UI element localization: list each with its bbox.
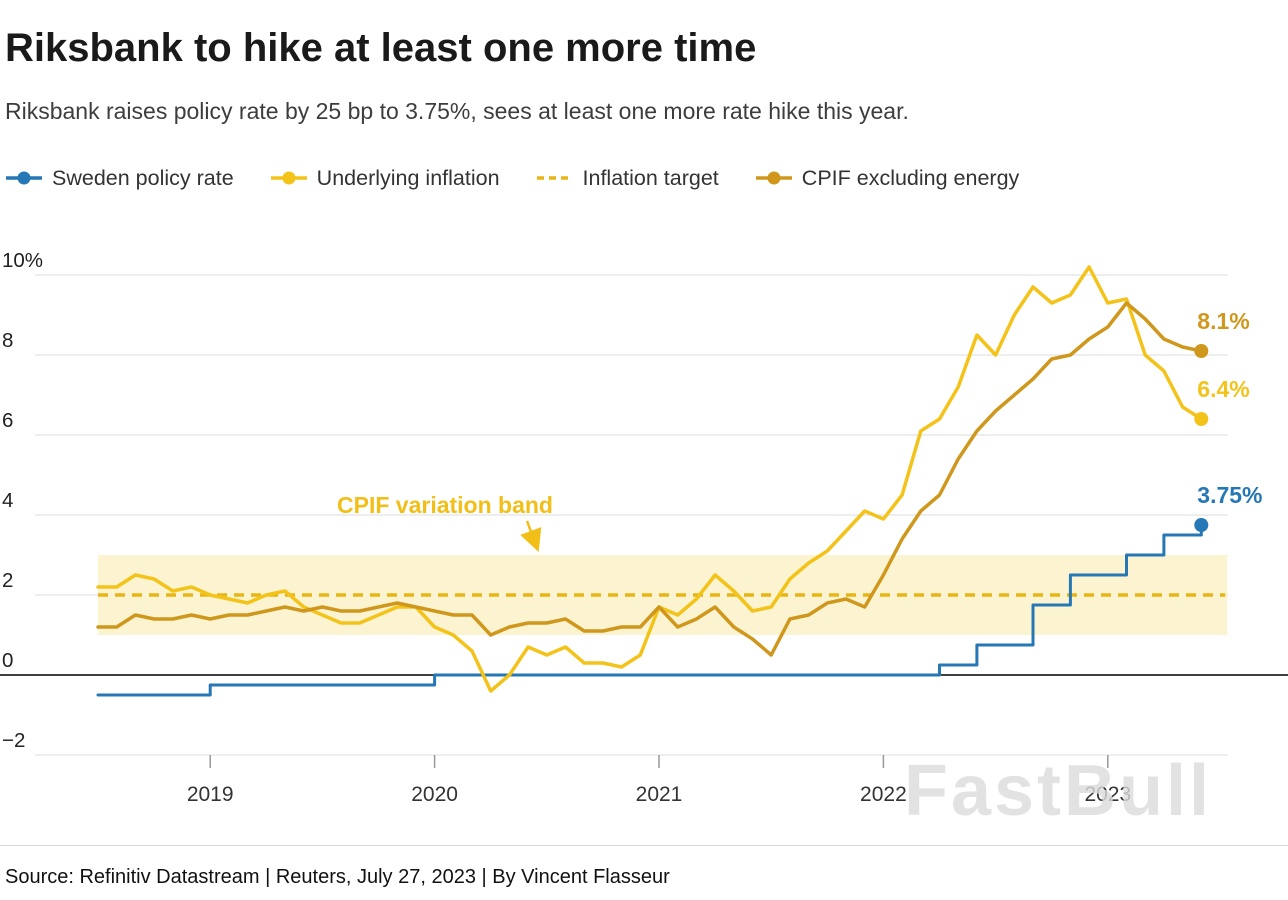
legend-label: CPIF excluding energy bbox=[801, 165, 1020, 190]
series-end-label-cpif-excluding-energy: 8.1% bbox=[1197, 308, 1249, 334]
band-annotation-arrow bbox=[520, 520, 542, 552]
source-footer: Source: Refinitiv Datastream | Reuters, … bbox=[0, 844, 1288, 889]
y-axis-label: 2 bbox=[2, 569, 13, 592]
series-end-dot-underlying-inflation bbox=[1194, 411, 1209, 426]
legend-label: Underlying inflation bbox=[316, 165, 500, 190]
y-axis-label: 0 bbox=[2, 649, 13, 672]
source-text: Source: Refinitiv Datastream | Reuters, … bbox=[5, 865, 670, 888]
page-title: Riksbank to hike at least one more time bbox=[5, 26, 757, 70]
chart-header: Riksbank to hike at least one more time … bbox=[0, 24, 1288, 191]
series-line-sweden-policy-rate bbox=[96, 523, 1203, 697]
x-axis-label: 2021 bbox=[636, 783, 683, 806]
y-axis-label: 10% bbox=[2, 249, 43, 272]
legend: Sweden policy rate Underlying inflation In… bbox=[5, 166, 1268, 191]
y-axis-label: 8 bbox=[2, 329, 13, 352]
series-line-cpif-excluding-energy bbox=[96, 300, 1204, 657]
y-axis-label: 6 bbox=[2, 409, 13, 432]
legend-line-dot-icon bbox=[6, 171, 42, 185]
series-line-underlying-inflation bbox=[96, 264, 1204, 693]
legend-item-cpif-excluding-energy: CPIF excluding energy bbox=[755, 165, 1020, 191]
legend-item-sweden-policy-rate: Sweden policy rate bbox=[5, 166, 234, 191]
watermark-text: FastBull bbox=[904, 751, 1212, 831]
legend-line-dot-icon bbox=[270, 171, 307, 185]
x-axis-label: 2019 bbox=[187, 783, 234, 806]
legend-item-underlying-inflation: Underlying inflation bbox=[270, 166, 500, 191]
y-axis-label: −2 bbox=[2, 729, 25, 752]
legend-label: Sweden policy rate bbox=[52, 165, 234, 190]
series-end-dot-sweden-policy-rate bbox=[1194, 517, 1209, 532]
page-subtitle: Riksbank raises policy rate by 25 bp to … bbox=[5, 98, 909, 124]
x-axis-label: 2023 bbox=[1084, 783, 1131, 806]
y-axis-label: 4 bbox=[2, 489, 13, 512]
x-axis-label: 2022 bbox=[860, 783, 907, 806]
series-end-label-underlying-inflation: 6.4% bbox=[1197, 376, 1249, 402]
legend-label: Inflation target bbox=[582, 165, 719, 190]
series-end-label-sweden-policy-rate: 3.75% bbox=[1197, 482, 1262, 508]
legend-line-dot-icon bbox=[755, 171, 792, 185]
legend-dashed-line-icon bbox=[536, 176, 573, 180]
band-annotation-text: CPIF variation band bbox=[337, 492, 553, 518]
x-axis-label: 2020 bbox=[411, 783, 458, 806]
series-end-dot-cpif-excluding-energy bbox=[1194, 343, 1209, 358]
legend-item-inflation-target: Inflation target bbox=[536, 166, 719, 191]
